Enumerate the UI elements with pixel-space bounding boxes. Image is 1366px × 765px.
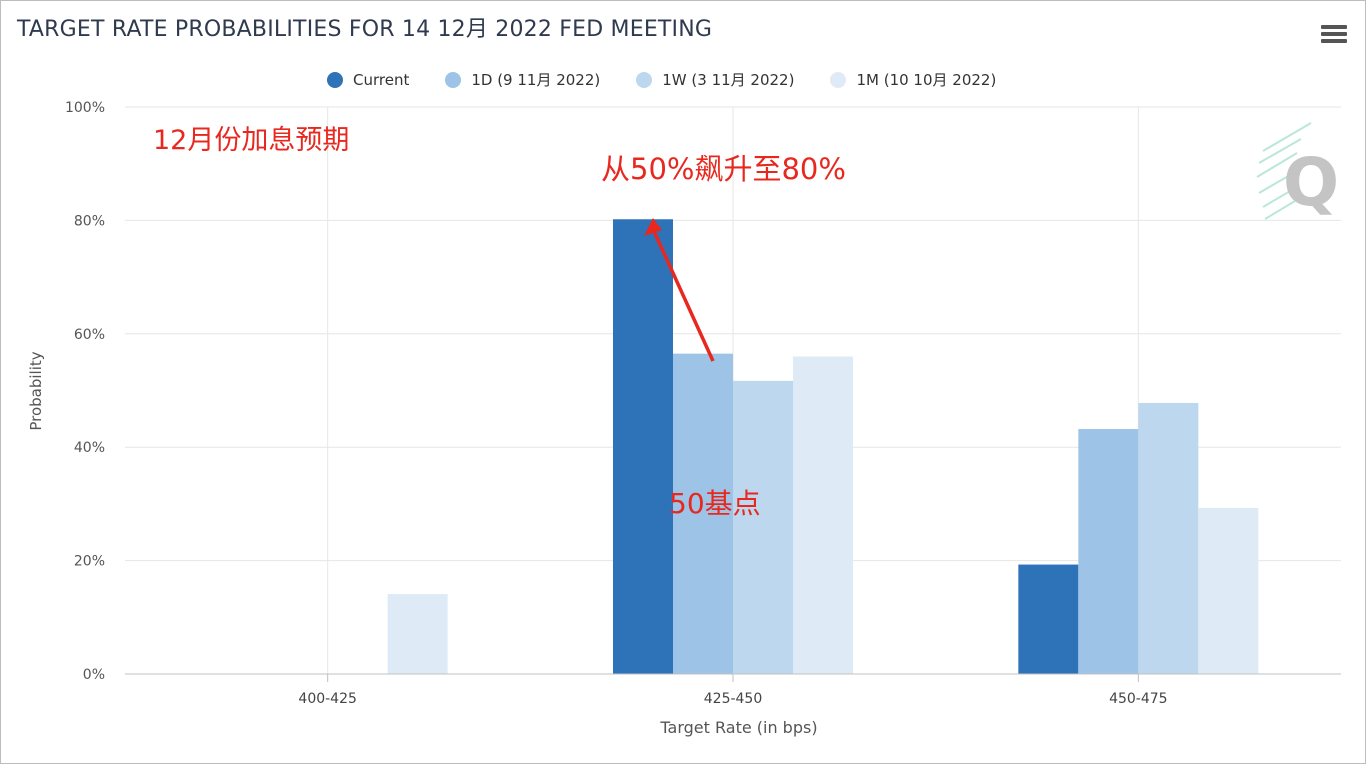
bar-1d-450-475[interactable] [1078, 429, 1139, 674]
annotation-rate-hike-expectation: 12月份加息预期 [153, 125, 349, 156]
bars-group [387, 219, 1259, 675]
y-tick-label: 60% [74, 327, 105, 343]
legend-label: Current [353, 70, 410, 89]
bar-1m-450-475[interactable] [1198, 507, 1259, 674]
hamburger-menu-icon[interactable] [1321, 25, 1347, 45]
watermark-text: Q [1283, 144, 1339, 221]
quikstrike-logo: Q [1256, 122, 1339, 221]
bar-1d-425-450[interactable] [673, 353, 733, 674]
legend-label: 1D (9 11月 2022) [471, 71, 601, 89]
annotation-surge-label: 从50%飙升至80% [601, 152, 846, 186]
legend-label: 1M (10 10月 2022) [856, 71, 997, 89]
axes: 0% 20% 40% 60% 80% 100% 400-425 425-450 450-475 [65, 100, 1341, 707]
legend-marker-icon [327, 71, 343, 88]
bar-1w-425-450[interactable] [733, 380, 793, 674]
legend-item-current[interactable]: Current [327, 69, 409, 90]
bar-1w-450-475[interactable] [1138, 402, 1199, 674]
legend-item-1d[interactable]: 1D (9 11月 2022) [445, 69, 600, 90]
legend-marker-icon [445, 71, 462, 88]
annotation-arrow-icon [644, 218, 715, 362]
legend-label: 1W (3 11月 2022) [662, 71, 795, 89]
legend-item-1m[interactable]: 1M (10 10月 2022) [830, 69, 996, 90]
legend-marker-icon [636, 71, 653, 88]
y-tick-label: 100% [65, 100, 105, 116]
y-tick-label: 80% [74, 213, 105, 229]
bar-current-450-475[interactable] [1018, 564, 1079, 674]
y-tick-label: 0% [83, 667, 105, 683]
annotation-50bp-label: 50基点 [669, 487, 761, 520]
chart-title: TARGET RATE PROBABILITIES FOR 14 12月 202… [17, 17, 713, 42]
y-axis-label: Probability [27, 351, 45, 430]
x-axis-label: Target Rate (in bps) [659, 718, 817, 737]
legend-marker-icon [830, 71, 847, 88]
bar-1m-425-450[interactable] [793, 356, 853, 674]
bar-1m-400-425[interactable] [387, 594, 448, 674]
bar-current-425-450[interactable] [613, 219, 673, 675]
x-tick-label: 425-450 [704, 691, 763, 707]
y-tick-label: 20% [74, 554, 105, 570]
y-tick-label: 40% [74, 440, 105, 456]
x-tick-label: 400-425 [298, 691, 357, 707]
x-tick-label: 450-475 [1109, 691, 1168, 707]
chart-legend: Current 1D (9 11月 2022) 1W (3 11月 2022) … [327, 69, 996, 90]
legend-item-1w[interactable]: 1W (3 11月 2022) [636, 69, 794, 90]
